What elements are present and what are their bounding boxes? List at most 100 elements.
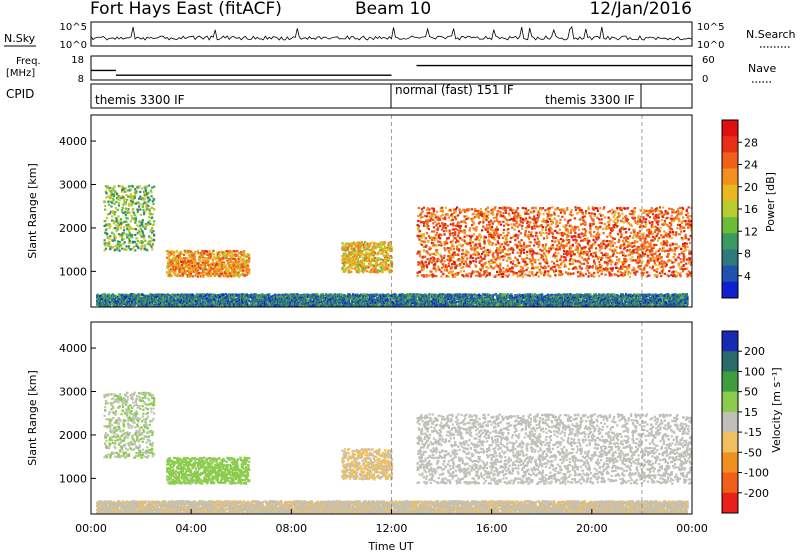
heatmap-cell <box>430 300 434 303</box>
heatmap-cell <box>127 294 131 297</box>
heatmap-cell <box>472 305 475 307</box>
heatmap-cell <box>267 301 270 304</box>
heatmap-cell <box>548 303 551 306</box>
heatmap-cell <box>520 301 523 304</box>
heatmap-cell <box>382 302 385 305</box>
heatmap-cell <box>451 295 454 298</box>
heatmap-cell <box>571 301 574 304</box>
heatmap-cell <box>570 303 573 306</box>
heatmap-cell <box>538 296 541 299</box>
heatmap-cell <box>447 293 450 296</box>
heatmap-cell <box>402 302 405 306</box>
heatmap-cell <box>530 298 533 302</box>
freq-panel: Freq. [MHz] 18 8 60 0 Nave <box>6 55 776 85</box>
heatmap-cell <box>452 301 456 304</box>
heatmap-cell <box>523 301 526 304</box>
heatmap-cell <box>461 293 464 296</box>
heatmap-cell <box>362 304 365 307</box>
heatmap-cell <box>487 299 490 302</box>
heatmap-cell <box>580 305 583 307</box>
heatmap-cell <box>529 305 533 307</box>
heatmap-cell <box>148 305 151 307</box>
heatmap-cell <box>578 294 581 297</box>
heatmap-cell <box>420 305 424 307</box>
heatmap-cell <box>296 293 299 296</box>
heatmap-cell <box>164 300 167 303</box>
heatmap-cell <box>490 303 493 306</box>
heatmap-cell <box>221 304 224 307</box>
heatmap-cell <box>166 300 169 303</box>
heatmap-cell <box>217 304 220 307</box>
heatmap-cell <box>395 305 399 307</box>
heatmap-cell <box>353 294 357 297</box>
heatmap-cell <box>274 293 277 296</box>
heatmap-cell <box>186 302 189 305</box>
heatmap-cell <box>114 304 117 307</box>
heatmap-cell <box>527 295 530 298</box>
heatmap-cell <box>211 305 214 307</box>
heatmap-cell <box>453 298 456 301</box>
heatmap-cell <box>379 303 382 306</box>
heatmap-cell <box>539 303 543 306</box>
heatmap-cell <box>322 299 325 302</box>
heatmap-cell <box>424 303 427 306</box>
heatmap-cell <box>328 299 332 302</box>
heatmap-cell <box>421 302 424 305</box>
heatmap-cell <box>369 295 372 298</box>
heatmap-cell <box>539 295 543 298</box>
heatmap-cell <box>291 302 294 306</box>
heatmap-cell <box>254 296 257 299</box>
heatmap-cell <box>398 303 401 306</box>
heatmap-cell <box>588 304 591 307</box>
heatmap-cell <box>217 305 220 307</box>
heatmap-cell <box>347 299 350 303</box>
heatmap-cell <box>419 293 422 296</box>
heatmap-cell <box>96 297 99 300</box>
heatmap-cell <box>286 296 289 299</box>
heatmap-cell <box>379 301 382 305</box>
heatmap-cell <box>386 295 389 299</box>
heatmap-cell <box>213 300 216 303</box>
heatmap-cell <box>193 303 196 306</box>
heatmap-cell <box>304 303 307 306</box>
heatmap-cell <box>410 305 413 307</box>
heatmap-cell <box>479 297 482 300</box>
heatmap-cell <box>129 301 132 305</box>
heatmap-cell <box>495 294 498 297</box>
heatmap-cell <box>289 300 292 303</box>
heatmap-cell <box>391 301 394 304</box>
heatmap-cell <box>565 294 568 297</box>
heatmap-cell <box>375 293 378 296</box>
heatmap-cell <box>299 296 302 299</box>
heatmap-cell <box>499 304 502 307</box>
heatmap-cell <box>389 296 392 299</box>
heatmap-cell <box>187 293 190 296</box>
heatmap-cell <box>489 295 492 298</box>
heatmap-cell <box>325 303 328 306</box>
heatmap-cell <box>226 305 229 307</box>
heatmap-cell <box>556 296 559 299</box>
heatmap-cell <box>225 304 228 307</box>
heatmap-cell <box>536 296 539 299</box>
heatmap-cell <box>119 300 122 303</box>
heatmap-cell <box>335 298 338 301</box>
heatmap-cell <box>390 299 394 303</box>
heatmap-cell <box>570 297 573 300</box>
heatmap-cell <box>121 296 124 299</box>
heatmap-cell <box>137 302 140 305</box>
heatmap-cell <box>260 304 263 307</box>
heatmap-cell <box>540 301 543 304</box>
heatmap-cell <box>495 299 498 302</box>
heatmap-cell <box>467 293 471 296</box>
heatmap-cell <box>217 302 220 305</box>
heatmap-cell <box>208 298 211 301</box>
heatmap-cell <box>536 301 539 304</box>
heatmap-cell <box>238 293 241 296</box>
heatmap-cell <box>96 295 99 298</box>
heatmap-cell <box>566 296 569 300</box>
heatmap-cell <box>151 300 154 303</box>
heatmap-cell <box>588 296 591 300</box>
heatmap-cell <box>482 304 486 307</box>
heatmap-cell <box>372 294 375 297</box>
heatmap-cell <box>552 300 555 303</box>
